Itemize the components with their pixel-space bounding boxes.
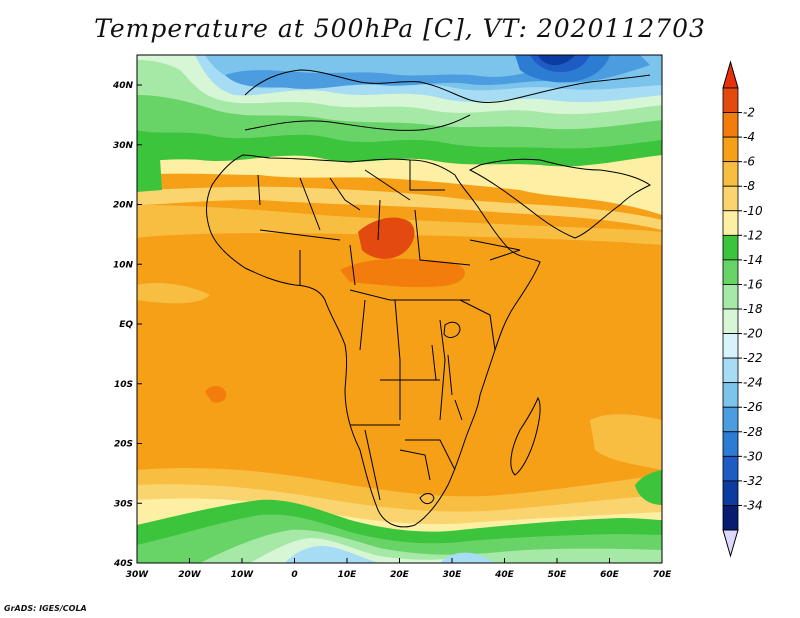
colorbar-swatch xyxy=(722,112,739,138)
band-minus-22-south xyxy=(285,545,380,563)
patch-minus-14-east xyxy=(635,470,662,505)
lat-tick-label: 10S xyxy=(114,380,133,390)
colorbar-swatch xyxy=(722,480,739,506)
colorbar-swatch xyxy=(722,234,739,261)
map-title: Temperature at 500hPa [C], VT: 202011270… xyxy=(94,14,706,43)
colorbar-label: -20 xyxy=(743,327,763,341)
colorbar-swatch xyxy=(722,284,739,310)
lake-victoria xyxy=(443,321,461,338)
lat-tick-label: 20S xyxy=(114,440,133,450)
colorbar-swatch xyxy=(722,333,739,359)
colorbar-swatch xyxy=(722,87,739,113)
lon-tick-label: 50E xyxy=(548,570,568,580)
madagascar xyxy=(510,396,541,476)
lat-tick-label: 30S xyxy=(114,499,133,509)
colorbar-label: -28 xyxy=(743,425,763,439)
lon-tick-label: 70E xyxy=(653,570,673,580)
lat-tick-label: 30N xyxy=(113,141,134,151)
band-minus-14-west xyxy=(137,158,162,192)
colorbar-label: -24 xyxy=(743,376,763,390)
colorbar-swatch xyxy=(722,308,739,334)
colorbar-swatch xyxy=(722,210,739,236)
lakes-rift xyxy=(431,344,463,421)
band-minus-26 xyxy=(225,55,650,89)
border-lines xyxy=(257,160,521,501)
lon-tick-label: 20E xyxy=(390,570,410,580)
colorbar-label: -26 xyxy=(743,400,763,414)
band-minus-22-south-b xyxy=(440,552,495,563)
colorbar-swatch xyxy=(722,259,739,285)
lat-tick-label: 40S xyxy=(113,559,133,569)
temperature-field xyxy=(137,55,662,563)
europe-coast xyxy=(244,69,651,103)
coastlines xyxy=(206,69,651,528)
lon-tick-label: 60E xyxy=(600,570,620,580)
arabia xyxy=(468,158,651,239)
colorbar-label: -4 xyxy=(743,130,755,144)
colorbar-label: -30 xyxy=(743,449,763,463)
longitude-axis: 30W 20W 10W 0 10E 20E 30E 40E 50E 60E 70E xyxy=(126,558,672,580)
africa-coast xyxy=(206,154,541,528)
colorbar-swatch xyxy=(722,161,739,187)
lon-tick-label: 30W xyxy=(126,570,150,580)
lat-tick-label: 10N xyxy=(113,260,134,270)
colorbar-label: -22 xyxy=(743,351,763,365)
lon-tick-label: 20W xyxy=(178,570,202,580)
colorbar-under-triangle xyxy=(722,529,739,558)
colorbar-label: -34 xyxy=(743,498,763,512)
colorbar: -2 -4 -6 -8 -10 -12 -14 -16 -18 -20 -22 -24 -26 -28 -3… xyxy=(722,60,763,558)
warm-patch-west xyxy=(137,283,210,304)
colorbar-label: -12 xyxy=(743,228,763,242)
band-minus-10 xyxy=(137,186,662,230)
warm-patch-southeast xyxy=(590,414,662,470)
warm-patch-atlantic xyxy=(205,386,227,403)
grads-credit: GrADS: IGES/COLA xyxy=(4,604,87,613)
warm-patch-east xyxy=(340,258,465,288)
colorbar-over-triangle xyxy=(722,60,739,89)
lon-tick-label: 10E xyxy=(338,570,358,580)
lat-tick-label: EQ xyxy=(119,320,133,330)
colorbar-swatch xyxy=(722,455,739,482)
colorbar-label: -6 xyxy=(743,155,755,169)
colorbar-swatch xyxy=(722,505,739,531)
colorbar-label: -18 xyxy=(743,302,763,316)
lon-tick-label: 30E xyxy=(443,570,463,580)
colorbar-label: -10 xyxy=(743,204,763,218)
lesotho xyxy=(419,493,435,505)
colorbar-swatch xyxy=(722,382,739,408)
colorbar-swatch xyxy=(722,357,739,384)
warm-patch-sahel xyxy=(358,217,415,259)
colorbar-swatch xyxy=(722,406,739,433)
colorbar-swatch xyxy=(722,185,739,212)
lon-tick-label: 0 xyxy=(291,570,297,580)
colorbar-swatch xyxy=(722,136,739,163)
colorbar-label: -8 xyxy=(743,179,755,193)
colorbar-label: -32 xyxy=(743,474,763,488)
colorbar-label: -2 xyxy=(743,106,755,120)
colorbar-label: -16 xyxy=(743,277,763,291)
lon-tick-label: 10W xyxy=(231,570,255,580)
lat-tick-label: 40N xyxy=(112,81,134,91)
colorbar-label: -14 xyxy=(743,253,763,267)
colorbar-swatch xyxy=(722,431,739,457)
band-minus-32 xyxy=(538,55,575,66)
latitude-axis: 40N 30N 20N 10N EQ 10S 20S 30S 40S xyxy=(112,81,142,569)
lat-tick-label: 20N xyxy=(113,201,134,211)
lon-tick-label: 40E xyxy=(494,570,515,580)
mediterranean-south xyxy=(244,114,471,131)
